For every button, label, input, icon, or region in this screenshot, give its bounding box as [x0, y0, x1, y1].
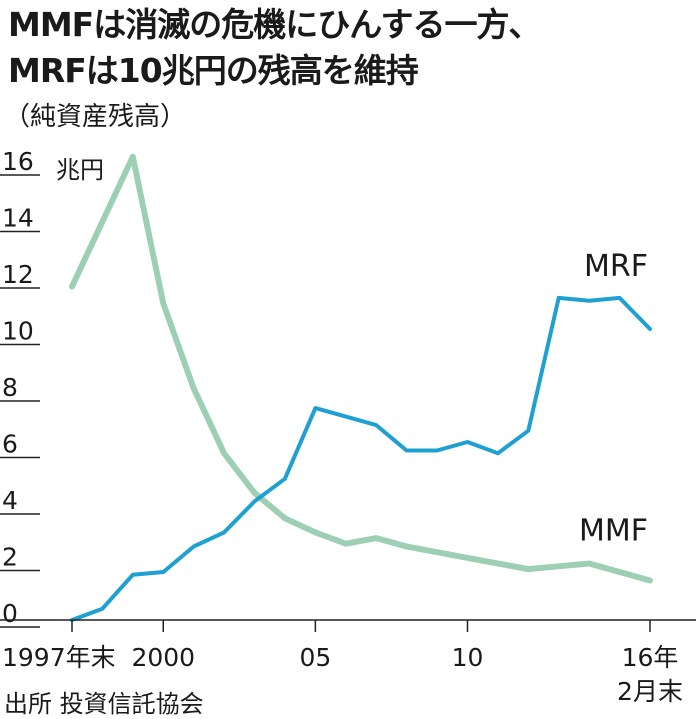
x-tick-label: 10 [452, 643, 484, 672]
series-line-mrf [70, 295, 652, 622]
y-tick-label: 8 [2, 373, 18, 402]
series-line-mmf [69, 153, 653, 584]
y-tick-label: 12 [2, 260, 34, 289]
y-tick-label: 16 [2, 147, 34, 176]
y-axis-unit-label: 兆円 [56, 156, 104, 184]
series-lines [69, 153, 653, 622]
y-tick-label: 10 [2, 317, 34, 346]
y-tick-label: 2 [2, 543, 18, 572]
y-tick-label: 4 [2, 486, 18, 515]
annotation-mmf: MMF [579, 513, 648, 548]
x-tick-label: 1997年末 [2, 643, 116, 672]
chart-subtitle: （純資産残高） [4, 102, 187, 132]
x-axis: 1997年末 2000 05 10 16年 2月末 [0, 619, 696, 706]
title-line-2: MRFは10兆円の残高を維持 [8, 51, 419, 90]
y-tick-label: 0 [2, 599, 18, 628]
y-tick-label: 6 [2, 430, 18, 459]
y-tick-label: 14 [2, 204, 34, 233]
x-tick-label: 16年 [622, 643, 679, 672]
annotation-mrf: MRF [584, 249, 648, 284]
x-tick-label: 05 [299, 643, 331, 672]
title-line-1: MMFは消滅の危機にひんする一方、 [8, 5, 542, 44]
source-note: 出所 投資信託協会 [4, 690, 204, 718]
series-annotations: MRF MMF [579, 249, 648, 549]
x-tick-label: 2000 [131, 643, 195, 672]
x-tick-label-line2: 2月末 [617, 677, 683, 706]
chart-title: MMFは消滅の危機にひんする一方、 MRFは10兆円の残高を維持 [8, 2, 542, 94]
y-axis: 0 2 4 6 8 10 12 14 16 [0, 147, 40, 628]
